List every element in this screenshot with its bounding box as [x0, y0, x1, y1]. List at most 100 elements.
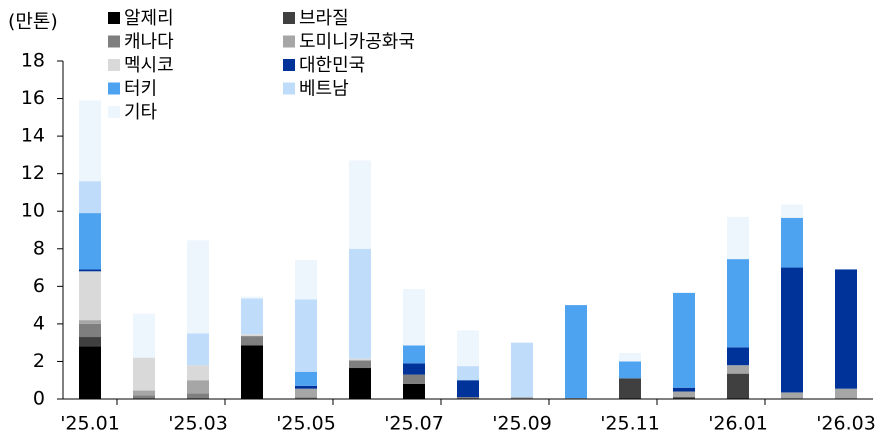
y-tick-label: 10	[21, 200, 45, 222]
bar-segment	[457, 380, 479, 398]
bar-segment	[619, 361, 641, 379]
bar-segment	[295, 397, 317, 399]
bar-segment	[673, 387, 695, 392]
y-tick-label: 14	[21, 125, 45, 147]
bar-segment	[295, 385, 317, 389]
bar-segment	[673, 291, 695, 293]
bar-segment	[133, 357, 155, 391]
bar-segment	[349, 360, 371, 369]
bar-segment	[403, 363, 425, 375]
legend-swatch	[108, 82, 120, 95]
legend-swatch	[108, 59, 120, 71]
bar-segment	[79, 269, 101, 272]
bar-segment	[781, 392, 803, 399]
bar-segment	[403, 345, 425, 364]
y-tick-label: 12	[21, 162, 45, 184]
bar-segment	[727, 373, 749, 399]
bar-segment	[295, 260, 317, 300]
bar-segment	[79, 213, 101, 270]
bar-segment	[781, 267, 803, 393]
legend-label: 멕시코	[124, 55, 174, 76]
bar-segment	[133, 395, 155, 399]
legend-swatch	[283, 59, 295, 71]
y-tick-label: 2	[33, 350, 45, 372]
bar-segment	[241, 345, 263, 399]
bar-segment	[349, 160, 371, 249]
bar-segment	[241, 336, 263, 346]
bar-segment	[565, 305, 587, 399]
bar-segment	[403, 374, 425, 384]
legend-label: 캐나다	[124, 32, 174, 53]
legend-swatch	[283, 35, 295, 48]
bar-segment	[187, 380, 209, 394]
bar-segment	[241, 298, 263, 335]
bar-segment	[79, 323, 101, 338]
bar-segment	[79, 337, 101, 347]
bar-segment	[673, 391, 695, 398]
bar-segment	[79, 346, 101, 399]
bar-segment	[241, 296, 263, 299]
bar-segment	[781, 204, 803, 218]
bar-segment	[727, 216, 749, 260]
bar-segment	[457, 366, 479, 381]
x-tick-label: '25.11	[600, 413, 660, 435]
bar-segment	[403, 383, 425, 399]
bar-segment	[187, 333, 209, 366]
x-tick-label: '26.01	[708, 413, 768, 435]
legend-label: 베트남	[299, 79, 349, 100]
bar-segment	[133, 390, 155, 396]
legend-label: 도미니카공화국	[299, 32, 415, 53]
bar-segment	[511, 397, 533, 399]
y-tick-label: 0	[33, 388, 45, 410]
y-tick-label: 18	[21, 50, 45, 72]
legend-label: 대한민국	[299, 55, 365, 76]
bar-segment	[187, 365, 209, 381]
bar-segment	[781, 217, 803, 268]
bar-segment	[727, 365, 749, 374]
bar-segment	[79, 181, 101, 214]
x-tick-label: '25.07	[384, 413, 444, 435]
bar-segment	[241, 334, 263, 337]
bar-segment	[349, 358, 371, 361]
bar-segment	[673, 397, 695, 399]
bar-segment	[673, 292, 695, 388]
legend-label: 브라질	[299, 8, 349, 29]
x-tick-label: '25.01	[60, 413, 120, 435]
bar-segment	[727, 259, 749, 348]
bar-segment	[619, 352, 641, 362]
bar-segment	[187, 393, 209, 399]
bar-segment	[295, 388, 317, 398]
legend-swatch	[283, 12, 295, 24]
legend-swatch	[283, 82, 295, 95]
bar-segment	[835, 269, 857, 389]
y-tick-label: 4	[33, 312, 45, 334]
legend-label: 알제리	[124, 8, 174, 29]
x-tick-label: '25.09	[492, 413, 552, 435]
legend-label: 터키	[124, 79, 157, 100]
bar-segment	[349, 368, 371, 399]
legend-swatch	[108, 12, 120, 24]
legend-swatch	[108, 106, 120, 118]
bar-segment	[79, 100, 101, 182]
legend-swatch	[108, 35, 120, 48]
y-axis-label: (만톤)	[8, 11, 58, 33]
bar-segment	[79, 320, 101, 324]
bar-segment	[187, 240, 209, 334]
x-tick-label: '25.03	[168, 413, 228, 435]
bar-segment	[457, 330, 479, 367]
bar-segment	[835, 388, 857, 399]
bar-segment	[619, 378, 641, 399]
bar-segment	[133, 313, 155, 358]
x-tick-label: '26.03	[816, 413, 876, 435]
bar-segment	[79, 271, 101, 321]
bar-segment	[295, 371, 317, 386]
bar-segment	[295, 299, 317, 372]
y-tick-label: 6	[33, 275, 45, 297]
legend-label: 기타	[124, 102, 158, 123]
bar-segment	[349, 248, 371, 359]
x-tick-label: '25.05	[276, 413, 336, 435]
bar-segment	[457, 397, 479, 399]
bar-segment	[403, 289, 425, 346]
